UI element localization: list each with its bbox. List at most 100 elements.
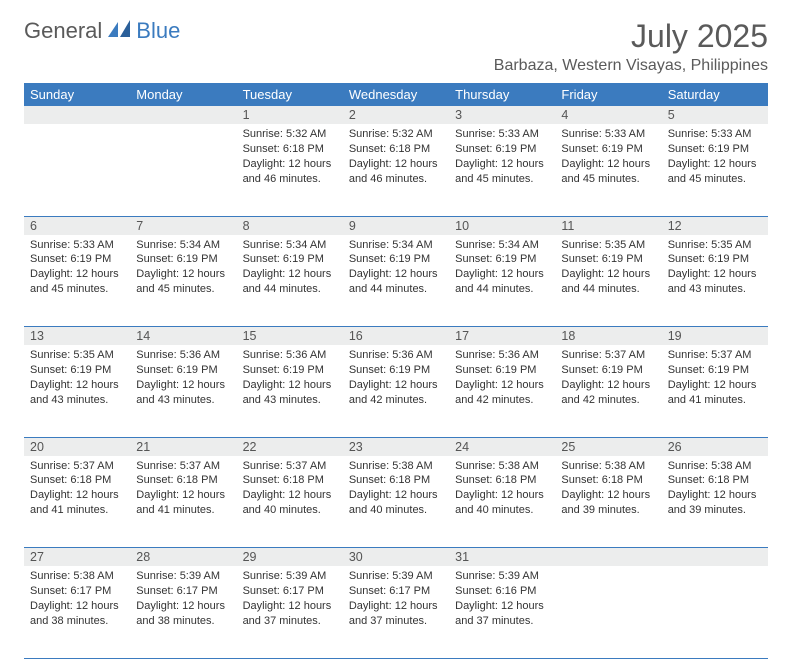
- day-cell: Sunrise: 5:38 AMSunset: 6:18 PMDaylight:…: [555, 456, 661, 548]
- day-number-cell: 18: [555, 327, 661, 346]
- day-details: Sunrise: 5:37 AMSunset: 6:19 PMDaylight:…: [555, 345, 661, 412]
- day-cell: [130, 124, 236, 216]
- day-number-cell: [555, 548, 661, 567]
- location-text: Barbaza, Western Visayas, Philippines: [494, 57, 768, 75]
- day-details: Sunrise: 5:38 AMSunset: 6:18 PMDaylight:…: [449, 456, 555, 523]
- day-cell: Sunrise: 5:33 AMSunset: 6:19 PMDaylight:…: [555, 124, 661, 216]
- calendar-head: SundayMondayTuesdayWednesdayThursdayFrid…: [24, 83, 768, 106]
- day-number-cell: 22: [237, 437, 343, 456]
- day-cell: Sunrise: 5:34 AMSunset: 6:19 PMDaylight:…: [449, 235, 555, 327]
- day-details: Sunrise: 5:39 AMSunset: 6:17 PMDaylight:…: [343, 566, 449, 633]
- day-number-cell: [24, 106, 130, 124]
- day-details: Sunrise: 5:37 AMSunset: 6:18 PMDaylight:…: [130, 456, 236, 523]
- day-header: Tuesday: [237, 83, 343, 106]
- day-cell: Sunrise: 5:36 AMSunset: 6:19 PMDaylight:…: [237, 345, 343, 437]
- day-cell: Sunrise: 5:36 AMSunset: 6:19 PMDaylight:…: [343, 345, 449, 437]
- day-cell: Sunrise: 5:38 AMSunset: 6:18 PMDaylight:…: [343, 456, 449, 548]
- logo-sail-icon: [108, 20, 134, 43]
- day-number-cell: 19: [662, 327, 768, 346]
- day-cell: Sunrise: 5:36 AMSunset: 6:19 PMDaylight:…: [130, 345, 236, 437]
- day-details: Sunrise: 5:36 AMSunset: 6:19 PMDaylight:…: [237, 345, 343, 412]
- day-number-cell: 21: [130, 437, 236, 456]
- day-number-cell: [130, 106, 236, 124]
- day-header: Sunday: [24, 83, 130, 106]
- day-number-cell: 10: [449, 216, 555, 235]
- day-cell: Sunrise: 5:38 AMSunset: 6:18 PMDaylight:…: [449, 456, 555, 548]
- logo-text-blue: Blue: [136, 18, 180, 44]
- day-cell: Sunrise: 5:33 AMSunset: 6:19 PMDaylight:…: [449, 124, 555, 216]
- day-header: Wednesday: [343, 83, 449, 106]
- day-number-cell: 3: [449, 106, 555, 124]
- day-number-cell: 17: [449, 327, 555, 346]
- day-header: Monday: [130, 83, 236, 106]
- day-details: Sunrise: 5:33 AMSunset: 6:19 PMDaylight:…: [662, 124, 768, 191]
- day-details: Sunrise: 5:34 AMSunset: 6:19 PMDaylight:…: [343, 235, 449, 302]
- day-details: Sunrise: 5:37 AMSunset: 6:18 PMDaylight:…: [237, 456, 343, 523]
- day-details: Sunrise: 5:38 AMSunset: 6:18 PMDaylight:…: [343, 456, 449, 523]
- day-number-cell: 12: [662, 216, 768, 235]
- day-details: Sunrise: 5:36 AMSunset: 6:19 PMDaylight:…: [449, 345, 555, 412]
- day-number-cell: 16: [343, 327, 449, 346]
- day-cell: Sunrise: 5:35 AMSunset: 6:19 PMDaylight:…: [24, 345, 130, 437]
- day-details: Sunrise: 5:38 AMSunset: 6:17 PMDaylight:…: [24, 566, 130, 633]
- day-details: Sunrise: 5:32 AMSunset: 6:18 PMDaylight:…: [237, 124, 343, 191]
- day-cell: [24, 124, 130, 216]
- day-details: Sunrise: 5:35 AMSunset: 6:19 PMDaylight:…: [555, 235, 661, 302]
- day-details: Sunrise: 5:39 AMSunset: 6:17 PMDaylight:…: [130, 566, 236, 633]
- day-cell: [662, 566, 768, 658]
- day-number-cell: 24: [449, 437, 555, 456]
- day-details: Sunrise: 5:34 AMSunset: 6:19 PMDaylight:…: [130, 235, 236, 302]
- day-cell: [555, 566, 661, 658]
- day-details: Sunrise: 5:33 AMSunset: 6:19 PMDaylight:…: [24, 235, 130, 302]
- day-cell: Sunrise: 5:37 AMSunset: 6:18 PMDaylight:…: [237, 456, 343, 548]
- day-details: Sunrise: 5:33 AMSunset: 6:19 PMDaylight:…: [449, 124, 555, 191]
- day-details: Sunrise: 5:37 AMSunset: 6:18 PMDaylight:…: [24, 456, 130, 523]
- day-cell: Sunrise: 5:38 AMSunset: 6:18 PMDaylight:…: [662, 456, 768, 548]
- day-details: Sunrise: 5:37 AMSunset: 6:19 PMDaylight:…: [662, 345, 768, 412]
- day-number-cell: 31: [449, 548, 555, 567]
- day-cell: Sunrise: 5:32 AMSunset: 6:18 PMDaylight:…: [343, 124, 449, 216]
- day-number-cell: 5: [662, 106, 768, 124]
- day-header: Thursday: [449, 83, 555, 106]
- day-cell: Sunrise: 5:37 AMSunset: 6:18 PMDaylight:…: [24, 456, 130, 548]
- day-cell: Sunrise: 5:39 AMSunset: 6:17 PMDaylight:…: [237, 566, 343, 658]
- calendar-body: 12 345 Sunrise: 5:32 AMSunset: 6:18 PMDayl…: [24, 106, 768, 658]
- day-cell: Sunrise: 5:37 AMSunset: 6:19 PMDaylight:…: [662, 345, 768, 437]
- day-number-cell: 7: [130, 216, 236, 235]
- day-details: Sunrise: 5:39 AMSunset: 6:16 PMDaylight:…: [449, 566, 555, 633]
- day-cell: Sunrise: 5:33 AMSunset: 6:19 PMDaylight:…: [662, 124, 768, 216]
- day-cell: Sunrise: 5:32 AMSunset: 6:18 PMDaylight:…: [237, 124, 343, 216]
- day-number-cell: 25: [555, 437, 661, 456]
- day-cell: Sunrise: 5:37 AMSunset: 6:19 PMDaylight:…: [555, 345, 661, 437]
- day-number-cell: 9: [343, 216, 449, 235]
- day-number-cell: 1: [237, 106, 343, 124]
- day-number-cell: 20: [24, 437, 130, 456]
- day-cell: Sunrise: 5:34 AMSunset: 6:19 PMDaylight:…: [130, 235, 236, 327]
- day-details: Sunrise: 5:34 AMSunset: 6:19 PMDaylight:…: [237, 235, 343, 302]
- day-cell: Sunrise: 5:33 AMSunset: 6:19 PMDaylight:…: [24, 235, 130, 327]
- day-details: Sunrise: 5:36 AMSunset: 6:19 PMDaylight:…: [343, 345, 449, 412]
- day-number-cell: 28: [130, 548, 236, 567]
- day-details: Sunrise: 5:32 AMSunset: 6:18 PMDaylight:…: [343, 124, 449, 191]
- day-number-cell: 6: [24, 216, 130, 235]
- day-number-cell: 27: [24, 548, 130, 567]
- day-cell: Sunrise: 5:39 AMSunset: 6:17 PMDaylight:…: [343, 566, 449, 658]
- day-details: Sunrise: 5:35 AMSunset: 6:19 PMDaylight:…: [662, 235, 768, 302]
- day-details: Sunrise: 5:36 AMSunset: 6:19 PMDaylight:…: [130, 345, 236, 412]
- day-number-cell: 13: [24, 327, 130, 346]
- day-number-cell: 8: [237, 216, 343, 235]
- day-cell: Sunrise: 5:39 AMSunset: 6:17 PMDaylight:…: [130, 566, 236, 658]
- day-cell: Sunrise: 5:38 AMSunset: 6:17 PMDaylight:…: [24, 566, 130, 658]
- day-details: Sunrise: 5:34 AMSunset: 6:19 PMDaylight:…: [449, 235, 555, 302]
- calendar-table: SundayMondayTuesdayWednesdayThursdayFrid…: [24, 83, 768, 659]
- day-details: Sunrise: 5:38 AMSunset: 6:18 PMDaylight:…: [555, 456, 661, 523]
- day-cell: Sunrise: 5:36 AMSunset: 6:19 PMDaylight:…: [449, 345, 555, 437]
- header: General Blue July 2025 Barbaza, Western …: [24, 18, 768, 75]
- day-cell: Sunrise: 5:35 AMSunset: 6:19 PMDaylight:…: [555, 235, 661, 327]
- day-details: Sunrise: 5:35 AMSunset: 6:19 PMDaylight:…: [24, 345, 130, 412]
- day-cell: Sunrise: 5:34 AMSunset: 6:19 PMDaylight:…: [237, 235, 343, 327]
- day-number-cell: 4: [555, 106, 661, 124]
- day-cell: Sunrise: 5:34 AMSunset: 6:19 PMDaylight:…: [343, 235, 449, 327]
- day-number-cell: [662, 548, 768, 567]
- day-number-cell: 29: [237, 548, 343, 567]
